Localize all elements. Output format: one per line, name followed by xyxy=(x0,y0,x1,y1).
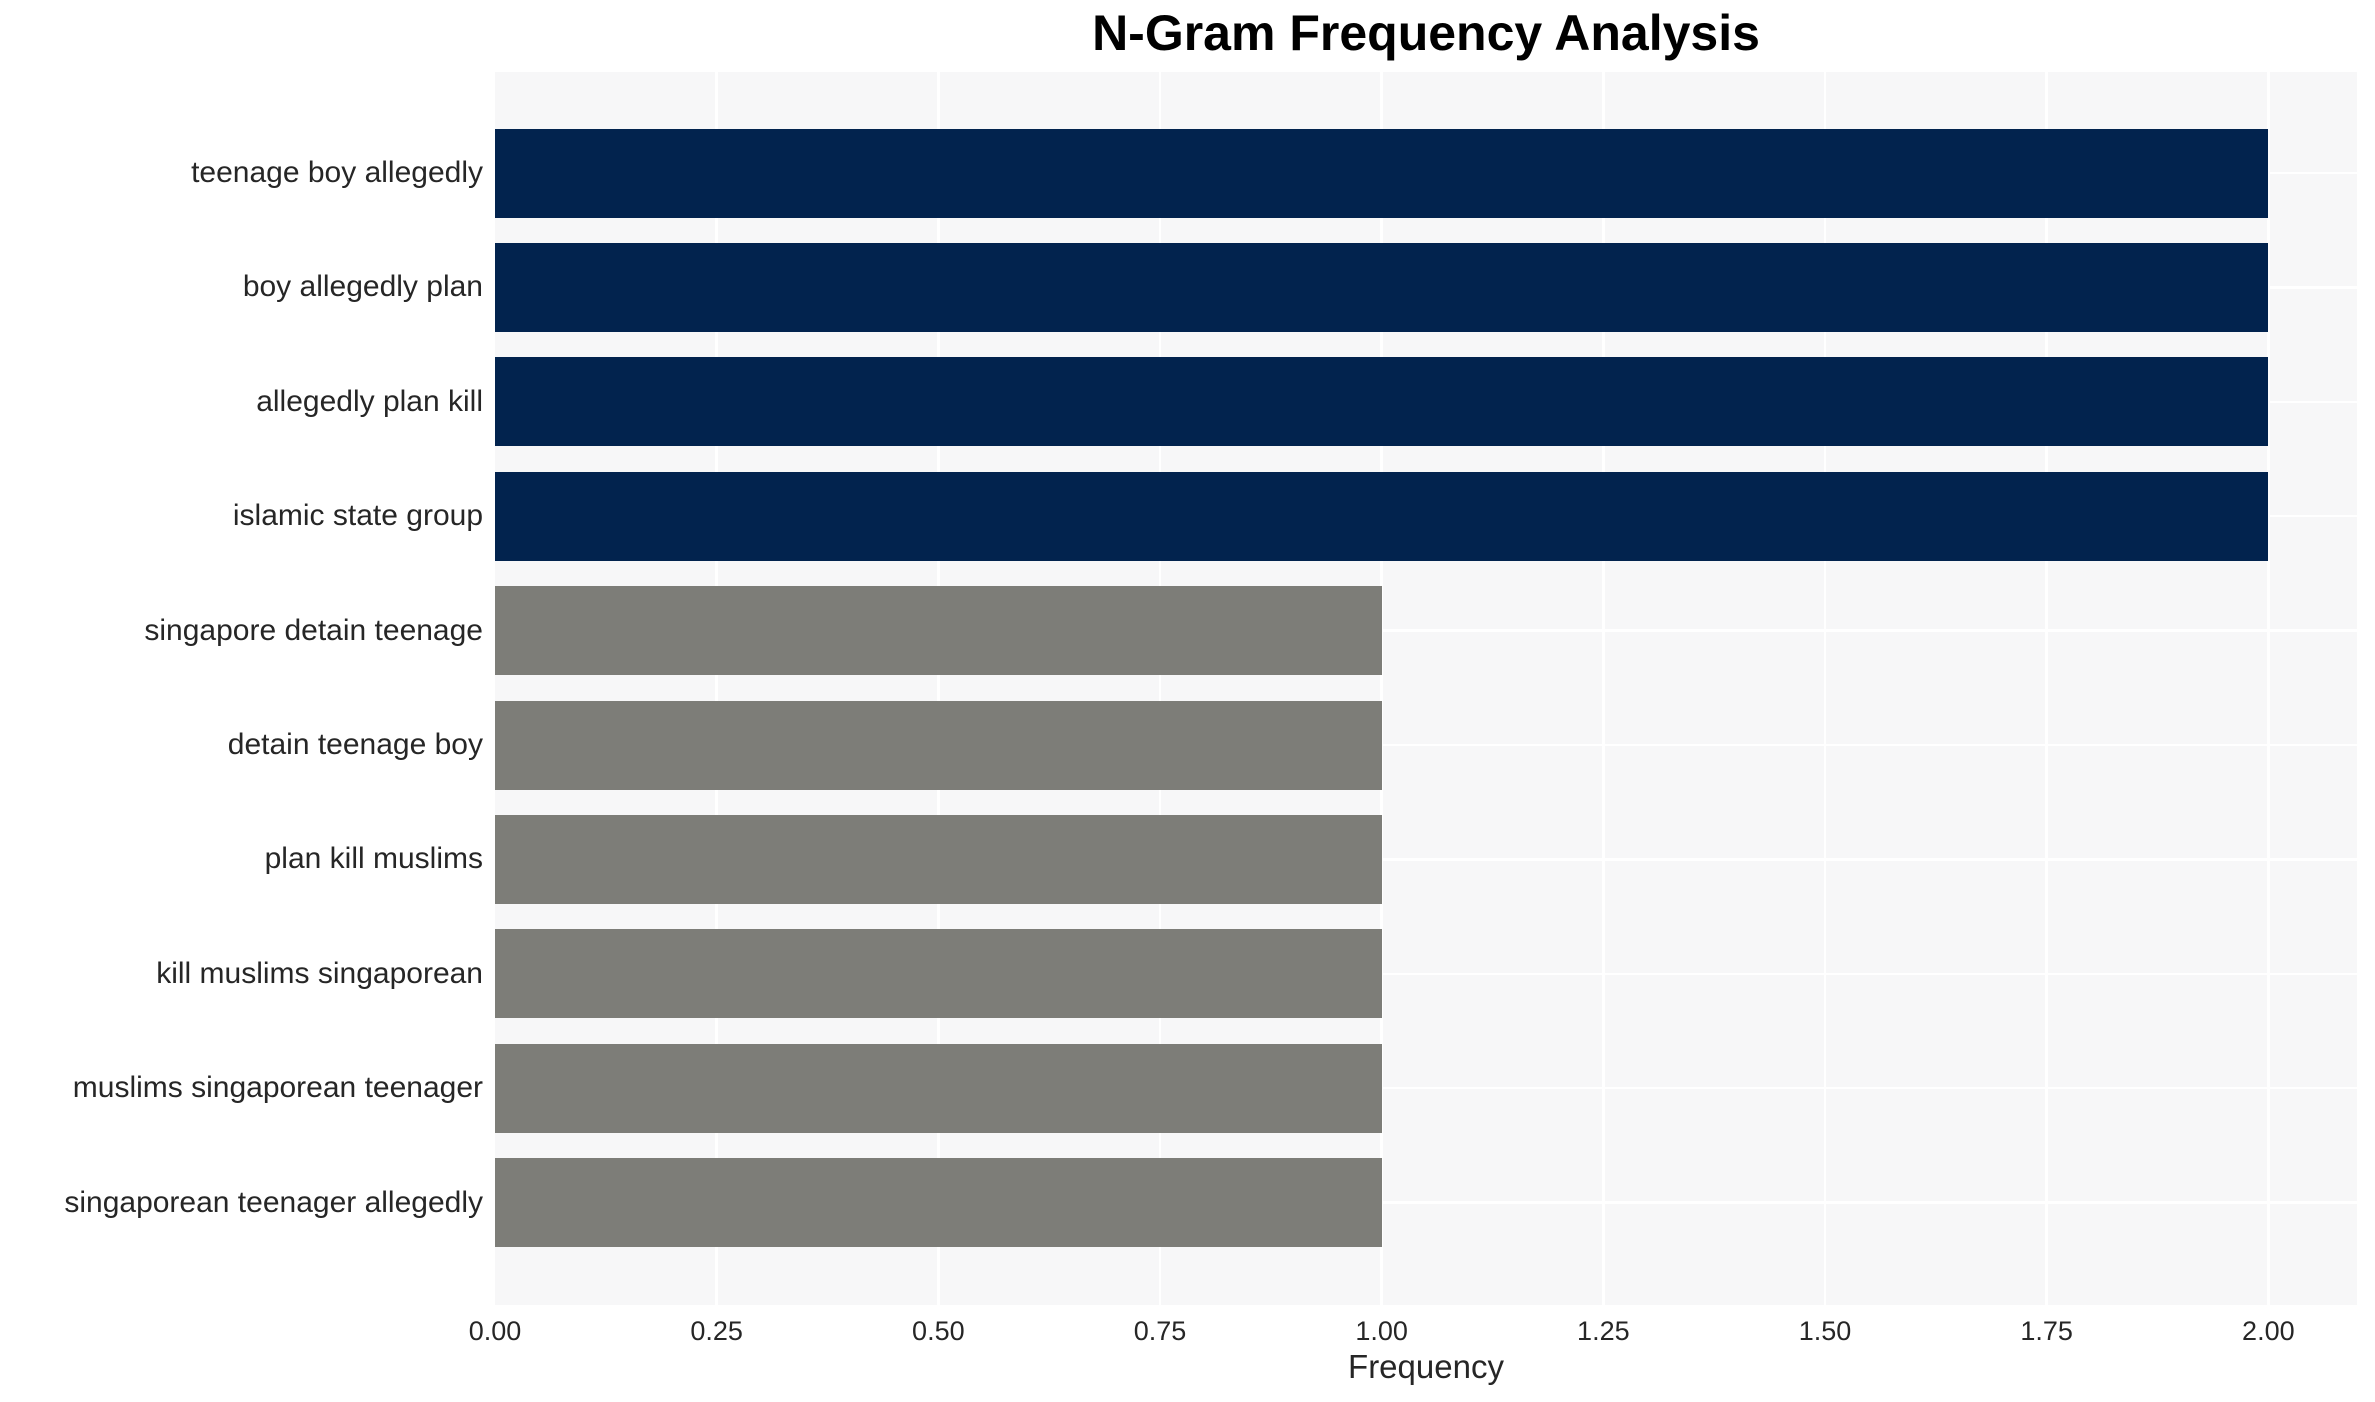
x-tick-label: 2.00 xyxy=(2242,1316,2295,1346)
gridline-vertical xyxy=(2045,72,2048,1305)
gridline-vertical xyxy=(937,72,940,1305)
gridline-vertical xyxy=(2267,72,2270,1305)
gridline-horizontal xyxy=(495,743,2357,747)
gridline-horizontal xyxy=(495,1086,2357,1090)
y-tick-label: singaporean teenager allegedly xyxy=(64,1185,483,1219)
bar xyxy=(495,929,1382,1019)
x-tick-label: 1.25 xyxy=(1577,1316,1630,1346)
y-tick-label: islamic state group xyxy=(232,499,483,533)
x-tick-label: 0.25 xyxy=(690,1316,743,1346)
x-tick-label: 0.50 xyxy=(912,1316,965,1346)
bar xyxy=(495,586,1382,676)
y-tick-label: boy allegedly plan xyxy=(242,270,483,304)
y-tick-label: detain teenage boy xyxy=(227,728,483,761)
y-tick-label: allegedly plan kill xyxy=(256,384,483,418)
gridline-vertical xyxy=(1823,72,1827,1305)
plot-area xyxy=(495,72,2357,1305)
bar xyxy=(495,242,2269,332)
y-tick-label: plan kill muslims xyxy=(264,842,483,876)
gridline-horizontal xyxy=(495,858,2357,861)
bar xyxy=(495,357,2269,447)
x-tick-label: 1.50 xyxy=(1798,1316,1852,1346)
x-tick-label: 1.75 xyxy=(2020,1316,2073,1346)
bar xyxy=(495,1043,1382,1133)
chart-title: N-Gram Frequency Analysis xyxy=(1092,5,1760,61)
y-tick-label: kill muslims singaporean xyxy=(156,956,483,990)
y-tick-label: singapore detain teenage xyxy=(144,613,483,647)
gridline-vertical xyxy=(1602,72,1605,1305)
y-tick-label: teenage boy allegedly xyxy=(191,156,483,189)
x-tick-label: 0.00 xyxy=(468,1316,522,1346)
bar xyxy=(495,128,2269,218)
gridline-horizontal xyxy=(495,1201,2357,1204)
x-axis-label: Frequency xyxy=(1348,1348,1504,1385)
bar xyxy=(495,471,2269,561)
gridline-vertical xyxy=(715,72,718,1305)
x-tick-label: 1.00 xyxy=(1355,1316,1408,1346)
gridline-vertical xyxy=(1380,72,1383,1305)
y-tick-label: muslims singaporean teenager xyxy=(72,1071,483,1105)
gridline-horizontal xyxy=(495,629,2357,632)
bar xyxy=(495,814,1382,904)
gridline-vertical xyxy=(1158,72,1162,1305)
gridline-horizontal xyxy=(495,972,2357,976)
x-tick-label: 0.75 xyxy=(1133,1316,1187,1346)
bar xyxy=(495,1158,1382,1248)
bar xyxy=(495,700,1382,790)
